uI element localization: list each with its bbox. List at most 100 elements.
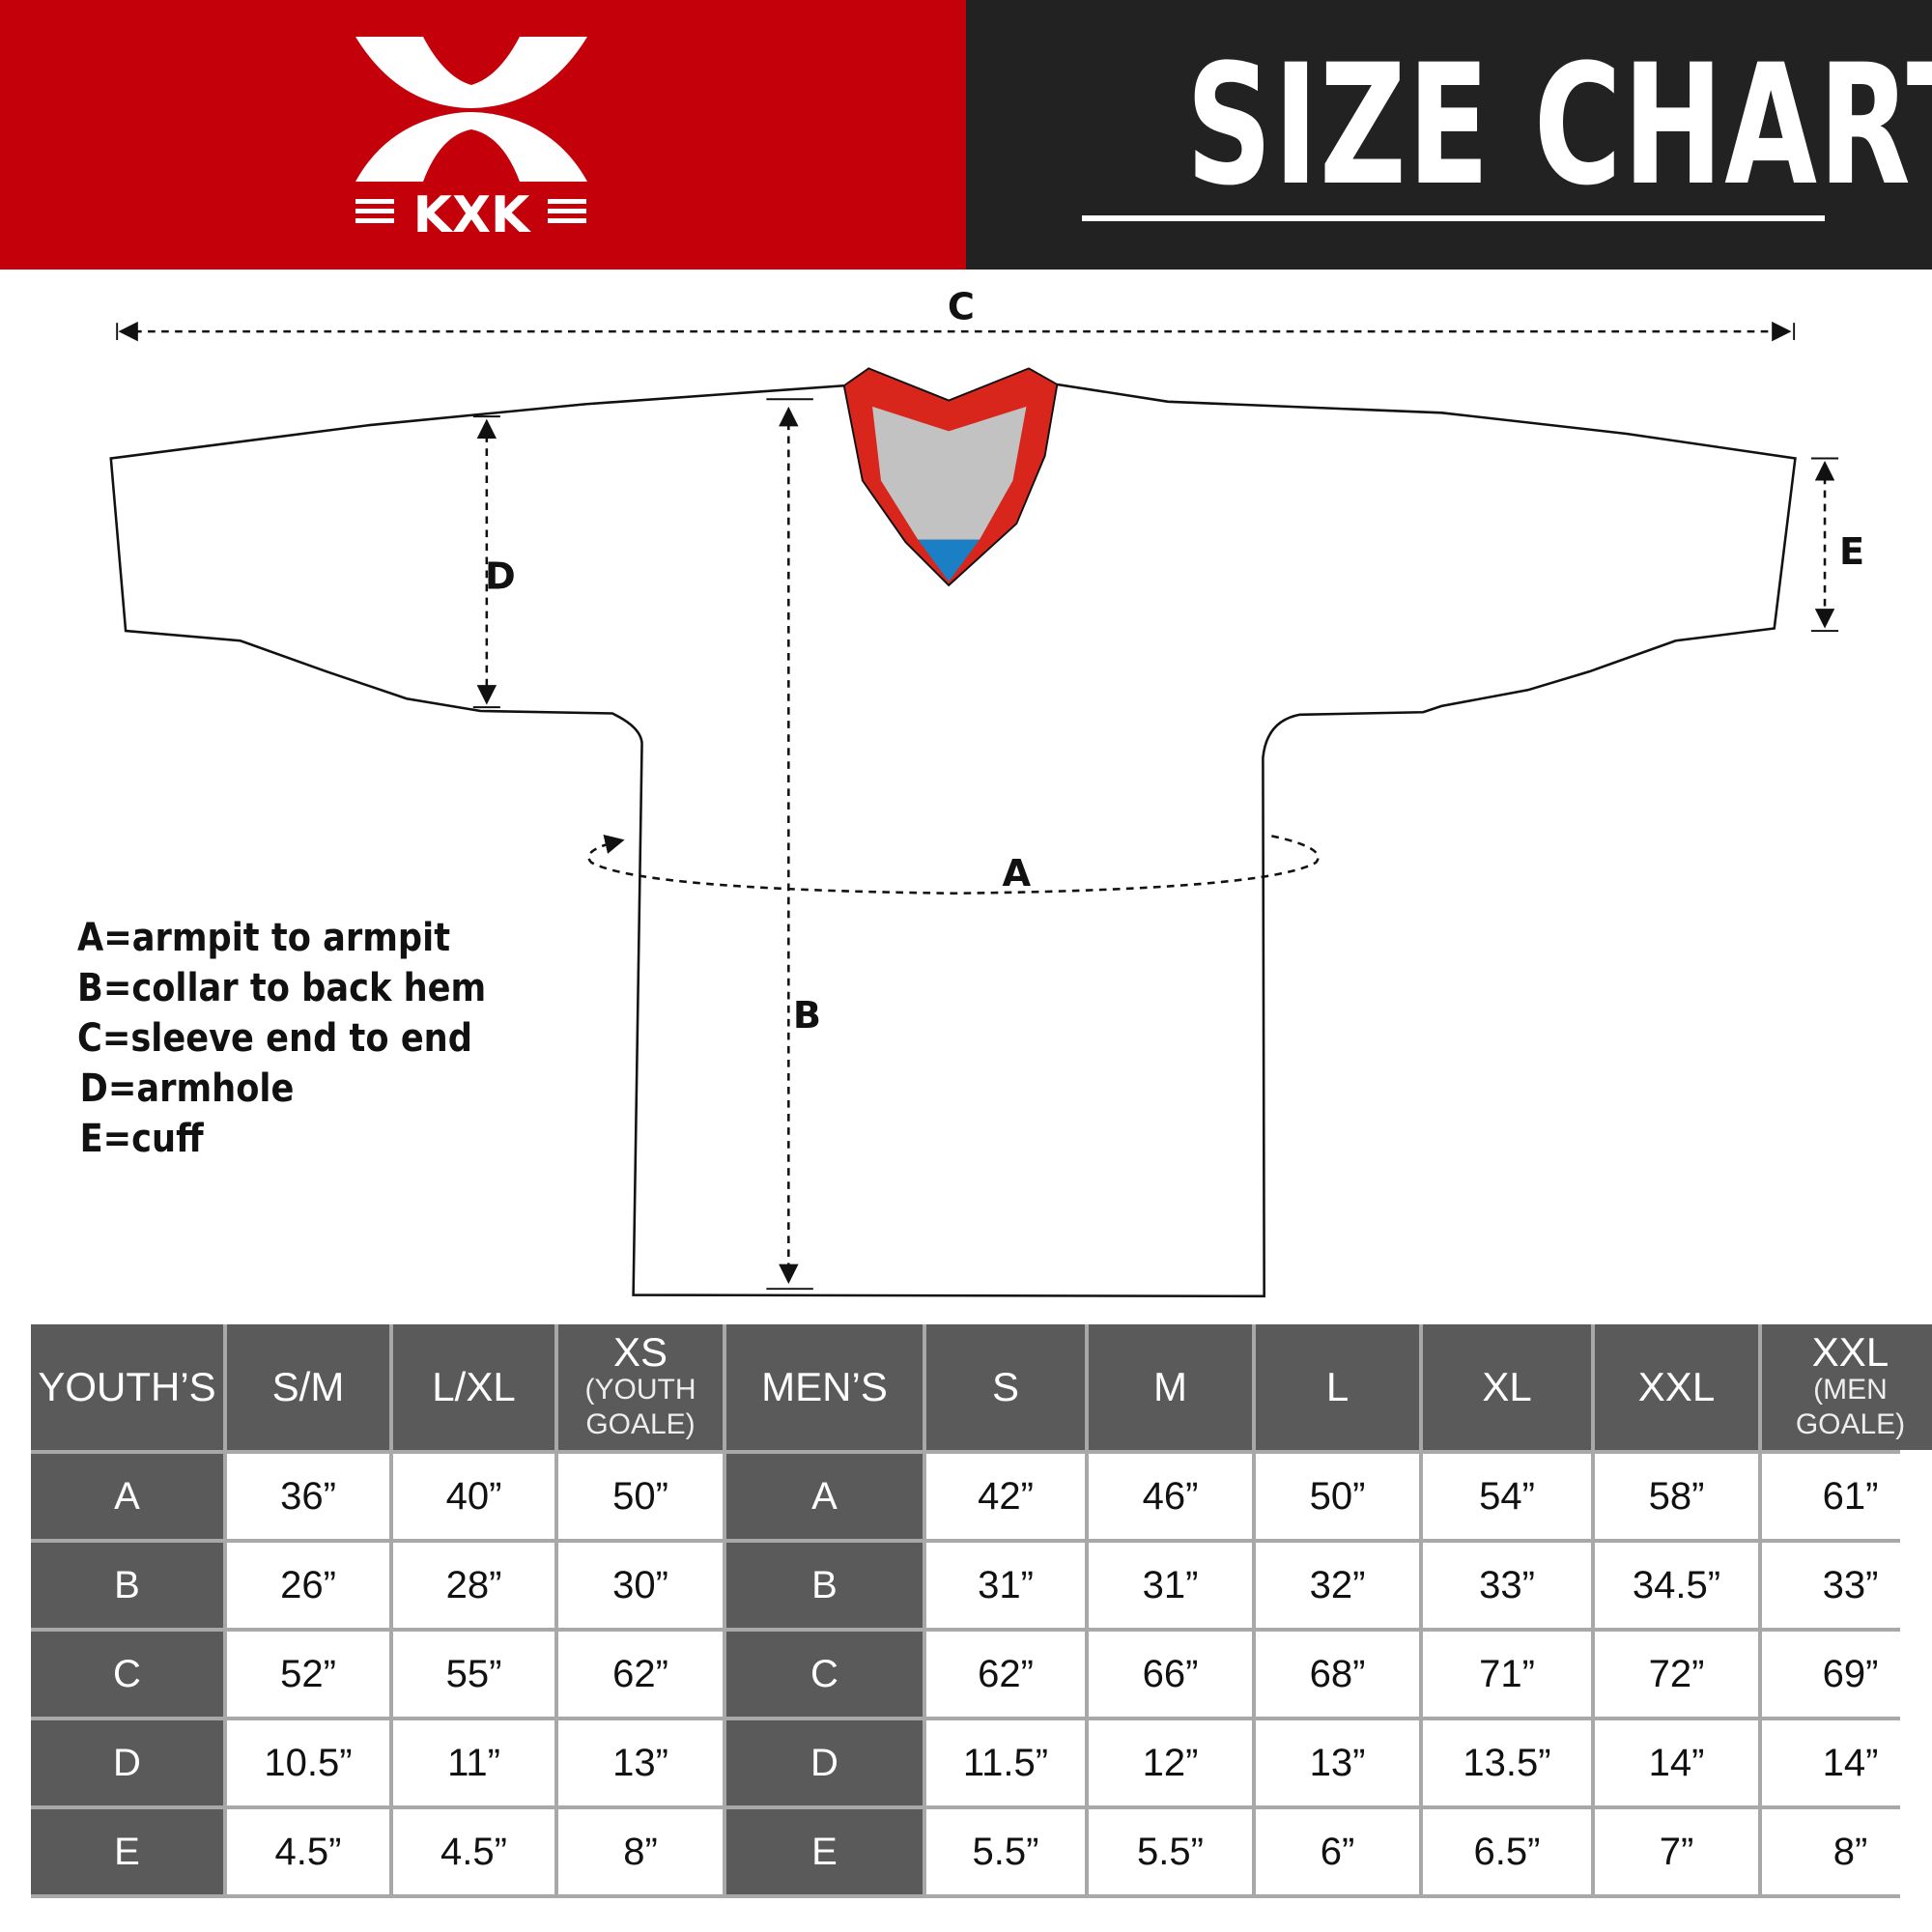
table-cell-label: 34.5”: [1632, 1563, 1721, 1606]
table-cell-label: 8”: [1833, 1830, 1868, 1873]
header-size-label: S/M: [271, 1364, 345, 1409]
row-key-youth: B: [31, 1543, 223, 1628]
row-key-youth: E: [31, 1809, 223, 1894]
label-c: C: [948, 285, 975, 328]
table-cell-label: 40”: [445, 1474, 502, 1518]
table-cell-label: 5.5”: [972, 1830, 1039, 1873]
row-key-men: D: [726, 1720, 923, 1805]
table-cell-label: 54”: [1479, 1474, 1535, 1518]
table-cell-label: 31”: [1142, 1563, 1199, 1606]
table-cell-label: 11.5”: [962, 1741, 1049, 1784]
table-cell: 13”: [558, 1720, 723, 1805]
table-cell-label: 69”: [1822, 1652, 1879, 1695]
table-cell: 14”: [1595, 1720, 1758, 1805]
table-cell: 8”: [1762, 1809, 1932, 1894]
table-cell: 4.5”: [393, 1809, 554, 1894]
dimension-a-loop: [587, 834, 1320, 895]
header-size-label: L/XL: [432, 1364, 516, 1409]
row-key-youth: D: [31, 1720, 223, 1805]
table-cell: 13.5”: [1423, 1720, 1591, 1805]
table-cell: 34.5”: [1595, 1543, 1758, 1628]
table-cell: 62”: [926, 1632, 1085, 1717]
table-cell: 55”: [393, 1632, 554, 1717]
collar-inner: [872, 406, 1027, 540]
table-cell: 14”: [1762, 1720, 1932, 1805]
label-d: D: [485, 555, 516, 599]
table-cell-label: 6”: [1320, 1830, 1355, 1873]
table-cell: 69”: [1762, 1632, 1932, 1717]
header-youths-label: YOUTH’S: [38, 1364, 216, 1409]
header-size: XS (YOUTH GOALE): [558, 1324, 723, 1450]
title-panel: [966, 0, 1932, 270]
row-key-youth: C: [31, 1632, 223, 1717]
collar-tag: [918, 539, 980, 582]
table-cell: 11.5”: [926, 1720, 1085, 1805]
table-cell: 26”: [227, 1543, 389, 1628]
table-cell-label: 31”: [978, 1563, 1034, 1606]
table-cell-label: 50”: [1309, 1474, 1366, 1518]
table-cell-label: 33”: [1479, 1563, 1535, 1606]
table-cell: 5.5”: [1089, 1809, 1252, 1894]
table-cell: 58”: [1595, 1454, 1758, 1539]
table-cell: 6.5”: [1423, 1809, 1591, 1894]
table-cell: 10.5”: [227, 1720, 389, 1805]
table-cell: 31”: [1089, 1543, 1252, 1628]
table-cell-label: 62”: [978, 1652, 1034, 1695]
table-cell-label: 8”: [623, 1830, 658, 1873]
table-cell-label: 61”: [1822, 1474, 1879, 1518]
legend-item: A=armpit to armpit: [77, 916, 451, 960]
jersey-outline: [109, 383, 1797, 1298]
header-size: S: [926, 1324, 1085, 1450]
header-size: L: [1256, 1324, 1419, 1450]
table-cell: 46”: [1089, 1454, 1252, 1539]
table-cell: 36”: [227, 1454, 389, 1539]
table-cell-label: 6.5”: [1473, 1830, 1541, 1873]
header-size-sublabel: (MEN GOALE): [1795, 1374, 1906, 1440]
header-size-sublabel: (YOUTH GOALE): [584, 1374, 696, 1440]
table-cell: 40”: [393, 1454, 554, 1539]
legend-item: E=cuff: [79, 1117, 204, 1161]
table-cell: 11”: [393, 1720, 554, 1805]
table-cell-label: 66”: [1142, 1652, 1199, 1695]
header-size: L/XL: [393, 1324, 554, 1450]
table-cell-label: 12”: [1142, 1741, 1199, 1784]
header-size-label: S: [991, 1364, 1019, 1409]
row-key-youth-label: D: [113, 1741, 141, 1784]
table-cell-label: 11”: [447, 1741, 500, 1784]
kxk-logo: KXK: [355, 37, 587, 242]
label-b: B: [793, 994, 821, 1037]
row-key-youth: A: [31, 1454, 223, 1539]
row-key-men: B: [726, 1543, 923, 1628]
table-cell-label: 5.5”: [1137, 1830, 1204, 1873]
title-underline: [1082, 215, 1825, 221]
legend-item: C=sleeve end to end: [77, 1016, 472, 1061]
table-cell-label: 33”: [1822, 1563, 1879, 1606]
header-size: XL: [1423, 1324, 1591, 1450]
table-cell-label: 26”: [280, 1563, 336, 1606]
header-size-label: XXL: [1637, 1364, 1716, 1409]
row-key-men-label: D: [810, 1741, 838, 1784]
table-cell: 52”: [227, 1632, 389, 1717]
table-cell-label: 14”: [1648, 1741, 1705, 1784]
table-cell: 33”: [1762, 1543, 1932, 1628]
header-size-label: XXL: [1811, 1329, 1889, 1375]
row-key-youth-label: A: [114, 1474, 140, 1518]
legend-item: B=collar to back hem: [77, 966, 487, 1010]
table-cell-label: 13”: [612, 1741, 668, 1784]
table-cell: 5.5”: [926, 1809, 1085, 1894]
table-cell: 50”: [1256, 1454, 1419, 1539]
header-size-label: XS: [612, 1329, 668, 1375]
row-key-men: A: [726, 1454, 923, 1539]
row-key-men-label: E: [811, 1830, 838, 1873]
table-cell: 66”: [1089, 1632, 1252, 1717]
table-cell: 50”: [558, 1454, 723, 1539]
table-cell: 31”: [926, 1543, 1085, 1628]
table-cell: 54”: [1423, 1454, 1591, 1539]
legend-item: D=armhole: [79, 1066, 295, 1111]
header-mens-label: MEN’S: [761, 1364, 888, 1409]
header-size-label: M: [1153, 1364, 1187, 1409]
row-key-youth-label: C: [113, 1652, 141, 1695]
table-cell: 4.5”: [227, 1809, 389, 1894]
header-mens: MEN’S: [726, 1324, 923, 1450]
